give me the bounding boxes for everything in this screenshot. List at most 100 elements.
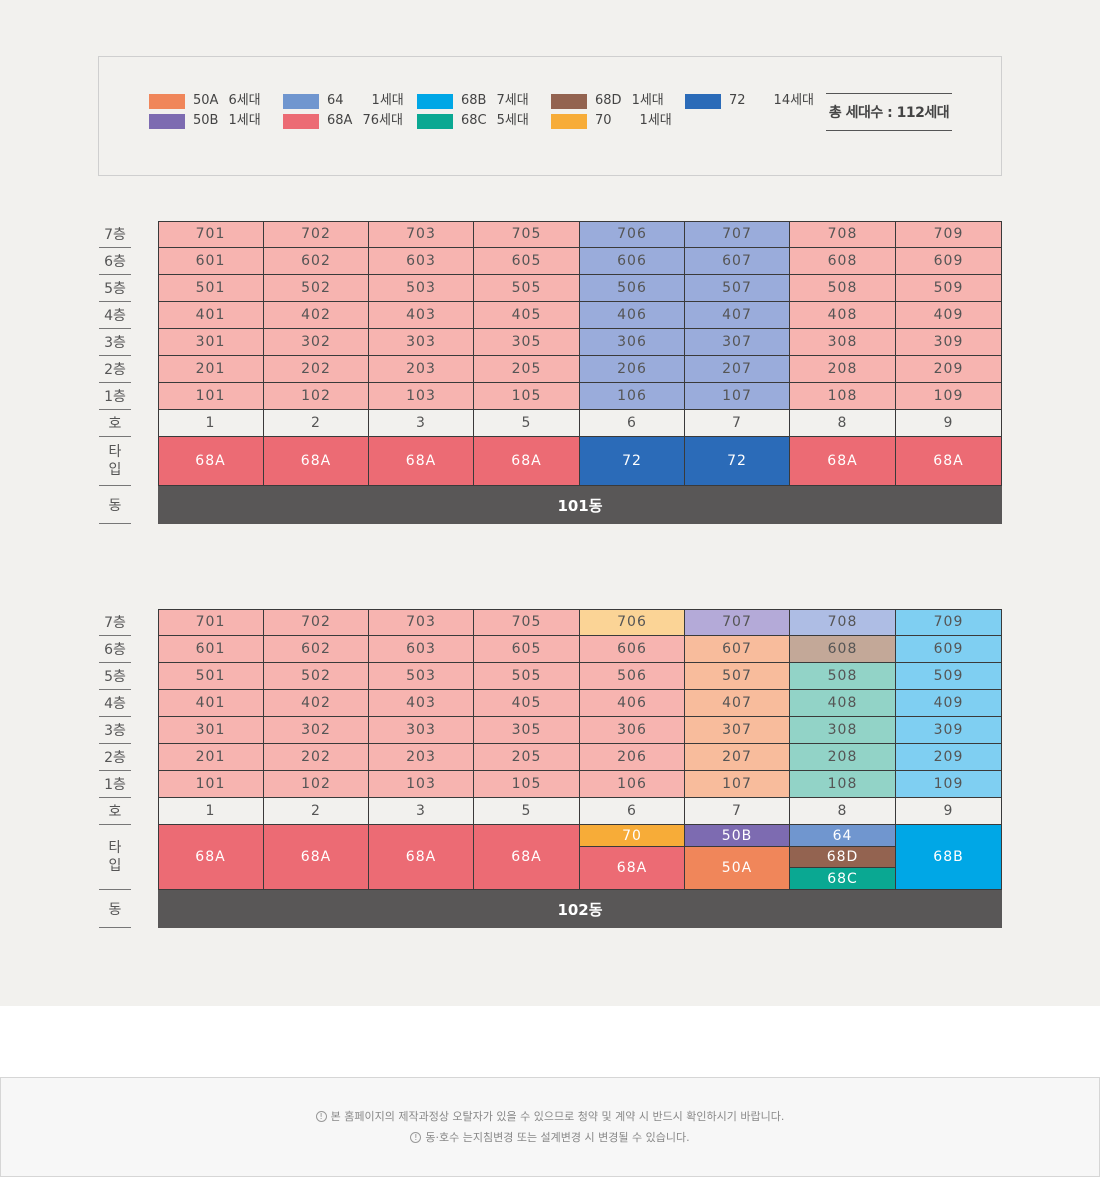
unit-cell: 508 [790,275,896,302]
type-cell-68a: 68A [158,825,264,890]
legend-type: 50A [193,93,219,108]
legend-count: 6세대 [228,93,261,108]
unit-cell: 701 [158,221,264,248]
type-cell-72: 72 [685,437,790,486]
unit-cell: 208 [790,356,896,383]
type-label-char: 입 [108,462,122,478]
total-household-count: 총 세대수 : 112세대 [826,93,952,131]
unit-cell: 409 [896,302,1002,329]
unit-cell: 406 [580,690,685,717]
notice-line-1: ! 본 홈페이지의 제작과정상 오탈자가 있을 수 있으므로 청약 및 계약 시… [315,1106,784,1127]
ho-cell: 5 [474,410,580,437]
floor-label: 5층 [99,275,131,302]
unit-cell: 608 [790,636,896,663]
unit-cell: 209 [896,356,1002,383]
unit-cell: 305 [474,329,580,356]
unit-cell: 509 [896,663,1002,690]
unit-cell: 508 [790,663,896,690]
unit-cell: 101 [158,771,264,798]
unit-cell: 402 [264,302,369,329]
unit-cell: 502 [264,663,369,690]
notice-box: ! 본 홈페이지의 제작과정상 오탈자가 있을 수 있으므로 청약 및 계약 시… [0,1077,1100,1177]
unit-cell: 705 [474,221,580,248]
legend-swatch [149,113,185,129]
unit-cell: 307 [685,329,790,356]
unit-cell: 503 [369,663,474,690]
unit-cell: 303 [369,717,474,744]
legend-item-68a: 68A 76세대 [283,113,403,129]
legend-count: 1세대 [371,93,404,108]
floor-label: 3층 [99,717,131,744]
unit-cell: 701 [158,609,264,636]
legend-type: 68D [595,93,622,108]
unit-cell: 507 [685,663,790,690]
legend-count: 14세대 [773,93,815,108]
unit-cell: 603 [369,248,474,275]
legend-count: 1세대 [228,113,261,128]
legend-type: 68A [327,113,353,128]
unit-cell: 703 [369,221,474,248]
legend-swatch [283,113,319,129]
unit-cell: 507 [685,275,790,302]
ho-cell: 6 [580,410,685,437]
legend-type: 68C [461,113,487,128]
unit-cell: 105 [474,383,580,410]
ho-label: 호 [99,410,131,437]
legend-item-50b: 50B 1세대 [149,113,261,129]
legend-type: 50B [193,113,219,128]
unit-cell: 703 [369,609,474,636]
type-cell-68a: 68A [580,847,685,890]
unit-cell: 309 [896,329,1002,356]
floor-label: 5층 [99,663,131,690]
unit-cell: 709 [896,609,1002,636]
floor-label: 6층 [99,248,131,275]
unit-cell: 506 [580,663,685,690]
unit-cell: 401 [158,302,264,329]
ho-cell: 7 [685,410,790,437]
type-cell-68a: 68A [264,437,369,486]
ho-cell: 9 [896,798,1002,825]
floor-label: 1층 [99,771,131,798]
main-area: 50A 6세대 50B 1세대 64 1세대 68A 76세대 68B 7세대 68C 5… [0,0,1100,1006]
floor-label: 2층 [99,744,131,771]
legend-item-70: 70 1세대 [551,113,672,129]
unit-cell: 708 [790,221,896,248]
type-cell-68a: 68A [369,437,474,486]
unit-cell: 601 [158,636,264,663]
legend-count: 1세대 [639,113,672,128]
unit-cell: 602 [264,636,369,663]
floor-label: 2층 [99,356,131,383]
unit-cell: 102 [264,383,369,410]
unit-cell: 702 [264,609,369,636]
unit-cell: 107 [685,771,790,798]
unit-cell: 608 [790,248,896,275]
ho-cell: 2 [264,798,369,825]
type-cell-70: 70 [580,825,685,847]
type-cell-68a: 68A [474,825,580,890]
unit-cell: 106 [580,771,685,798]
type-label-char: 타 [108,444,122,460]
unit-cell: 606 [580,248,685,275]
unit-cell: 408 [790,690,896,717]
unit-cell: 203 [369,744,474,771]
notice-text-2: 동·호수 는지침변경 또는 설계변경 시 변경될 수 있습니다. [425,1131,690,1144]
unit-cell: 205 [474,356,580,383]
ho-cell: 8 [790,410,896,437]
type-cell-64: 64 [790,825,896,847]
type-cell-68a: 68A [158,437,264,486]
unit-cell: 509 [896,275,1002,302]
type-cell-72: 72 [580,437,685,486]
unit-cell: 505 [474,275,580,302]
unit-cell: 207 [685,744,790,771]
floor-label: 7층 [99,221,131,248]
notice-line-2: ! 동·호수 는지침변경 또는 설계변경 시 변경될 수 있습니다. [410,1127,690,1148]
unit-cell: 109 [896,383,1002,410]
info-icon: ! [315,1111,327,1122]
ho-cell: 3 [369,410,474,437]
type-cell-68a: 68A [369,825,474,890]
unit-cell: 105 [474,771,580,798]
unit-cell: 501 [158,663,264,690]
unit-cell: 103 [369,771,474,798]
